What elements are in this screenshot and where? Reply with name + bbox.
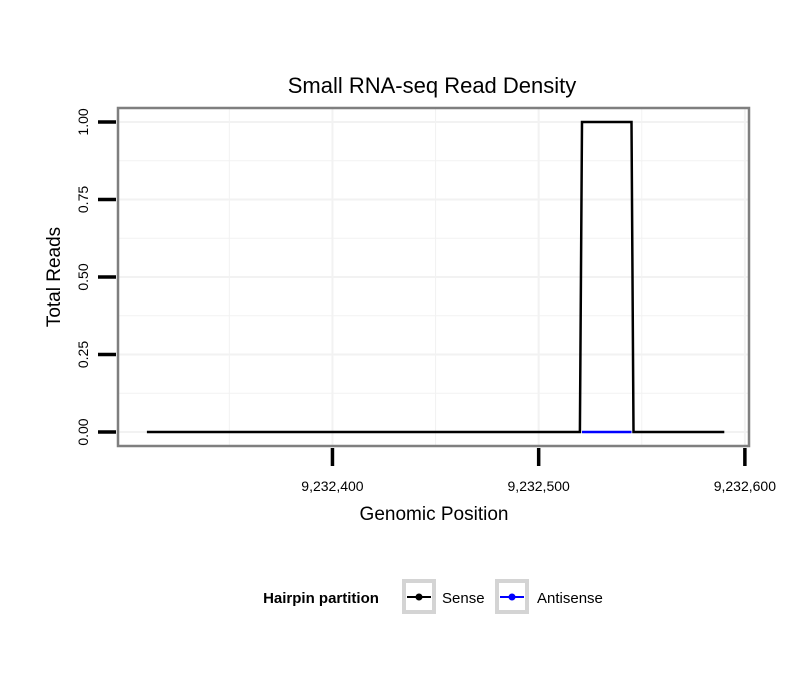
x-tick-label: 9,232,400	[301, 478, 363, 494]
x-axis: 9,232,400 9,232,500 9,232,600	[301, 448, 776, 494]
x-tick-label: 9,232,500	[508, 478, 570, 494]
x-axis-title: Genomic Position	[360, 504, 509, 525]
legend-item-sense[interactable]: Sense	[402, 579, 485, 614]
legend-label-antisense: Antisense	[537, 590, 603, 607]
y-axis-title: Total Reads	[44, 227, 65, 327]
y-tick-label: 0.50	[75, 263, 91, 290]
legend-point-sense	[415, 593, 423, 601]
legend-title: Hairpin partition	[263, 590, 379, 607]
y-axis: 0.00 0.25 0.50 0.75 1.00	[75, 108, 116, 446]
x-tick-label: 9,232,600	[714, 478, 776, 494]
legend-item-antisense[interactable]: Antisense	[495, 579, 603, 614]
series-group	[146, 120, 725, 434]
plot-panel-border	[116, 106, 751, 448]
grid	[118, 108, 749, 446]
y-tick-label: 0.25	[75, 341, 91, 368]
legend-key-antisense	[495, 579, 529, 614]
chart-title: Small RNA-seq Read Density	[288, 73, 577, 98]
legend: Hairpin partition Sense Antisense	[263, 579, 603, 614]
series-line-sense	[146, 120, 725, 434]
legend-label-sense: Sense	[442, 590, 485, 607]
y-tick-label: 1.00	[75, 108, 91, 135]
y-tick-label: 0.75	[75, 186, 91, 213]
y-tick-label: 0.00	[75, 418, 91, 445]
legend-point-antisense	[508, 593, 516, 601]
legend-key-sense	[402, 579, 436, 614]
